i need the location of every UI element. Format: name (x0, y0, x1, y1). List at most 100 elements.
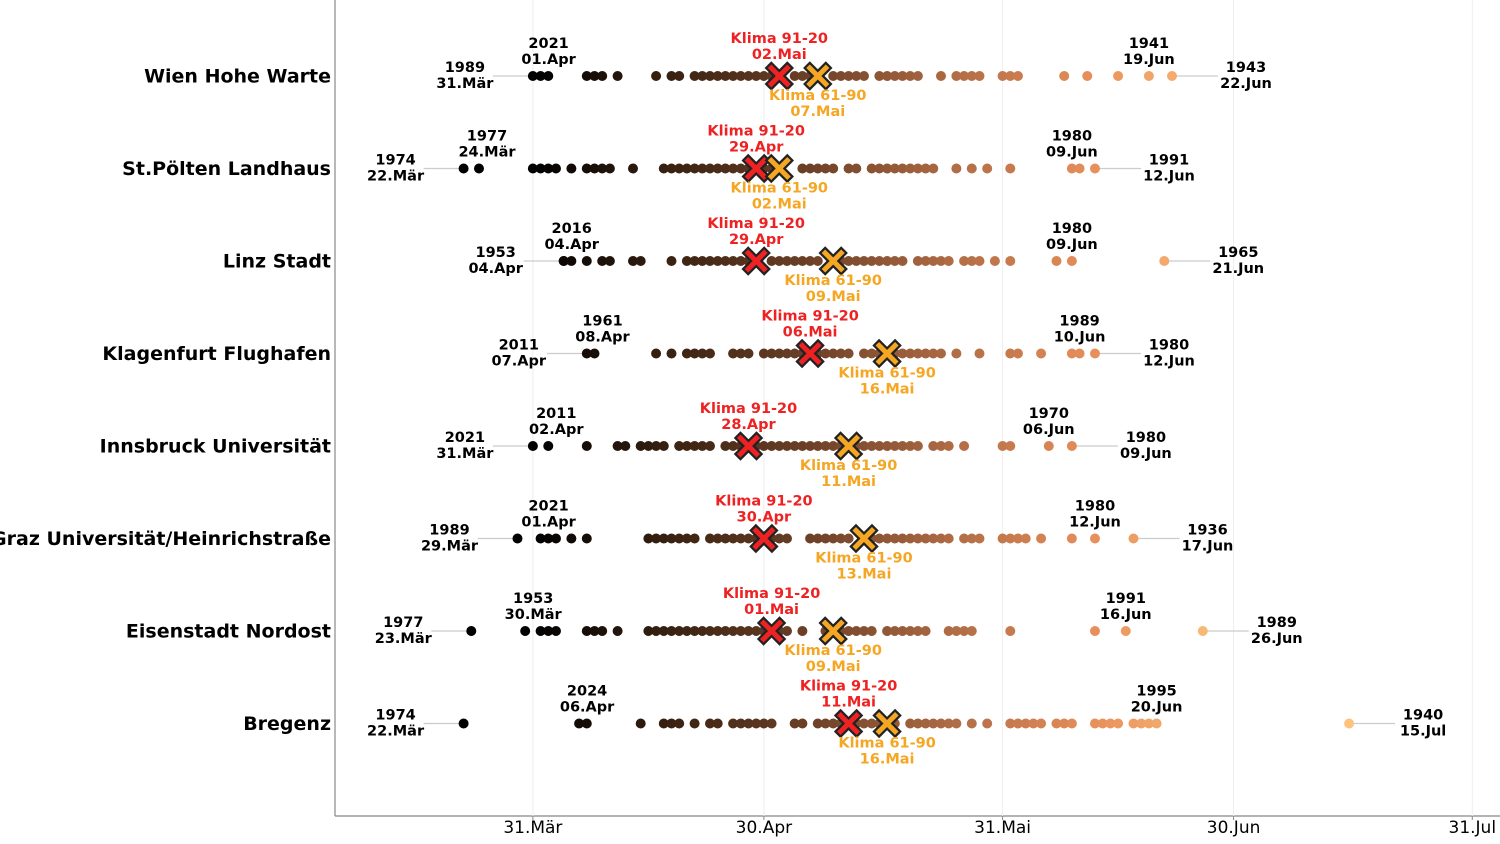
klima-9120-label: Klima 91-20 (707, 124, 805, 140)
year-dot (889, 626, 900, 636)
year-dot (828, 441, 839, 451)
year-dot (866, 718, 877, 729)
klima-6190-date: 11.Mai (821, 474, 876, 490)
year-dot (704, 71, 715, 81)
year-label: 1974 (375, 708, 415, 724)
klima-9120-date: 29.Apr (729, 232, 784, 248)
date-label: 06.Apr (560, 700, 615, 716)
climate-marker-stroke (767, 156, 791, 181)
year-dot (959, 256, 970, 266)
year-label: 2021 (528, 499, 568, 515)
year-label: 1991 (1149, 153, 1189, 169)
year-dot (858, 71, 869, 81)
year-dot (889, 71, 900, 81)
station-label: Graz Universität/Heinrichstraße (0, 528, 331, 550)
year-dot (966, 163, 977, 174)
year-dot (658, 163, 669, 174)
year-dot (1089, 626, 1100, 636)
year-dot (951, 626, 962, 636)
year-dot (766, 441, 777, 451)
date-label: 01.Apr (521, 52, 576, 68)
year-dot (974, 71, 985, 81)
year-label: 1961 (582, 314, 622, 330)
year-dot (843, 626, 854, 636)
year-dot (905, 348, 916, 359)
year-dot (843, 533, 854, 544)
year-dot (774, 256, 785, 266)
klima-9120-label: Klima 91-20 (800, 679, 898, 695)
year-dot (1066, 533, 1077, 544)
year-dot (589, 348, 600, 359)
year-dot (1051, 256, 1062, 266)
year-dot (666, 348, 677, 359)
year-dot (1005, 718, 1016, 729)
year-dot (1012, 71, 1023, 81)
year-dot (781, 348, 792, 359)
year-dot (851, 626, 862, 636)
year-dot (889, 533, 900, 544)
date-label: 08.Apr (575, 330, 630, 346)
year-dot (928, 163, 939, 174)
year-dot (512, 533, 523, 544)
climate-marker (803, 61, 833, 91)
year-dot (1036, 533, 1047, 544)
year-dot (720, 71, 731, 81)
year-dot (805, 256, 816, 266)
year-dot (897, 71, 908, 81)
date-label: 22.Jun (1220, 76, 1272, 92)
year-dot (889, 163, 900, 174)
year-dot (966, 626, 977, 636)
year-dot (728, 441, 739, 451)
year-dot (805, 163, 816, 174)
year-dot (712, 718, 723, 729)
climate-marker (849, 523, 879, 554)
year-dot (912, 441, 923, 451)
year-dot (897, 441, 908, 451)
year-dot (851, 256, 862, 266)
year-dot (581, 71, 592, 81)
year-dot (520, 626, 531, 636)
year-dot (1066, 256, 1077, 266)
year-dot (820, 718, 831, 729)
year-dot (781, 256, 792, 266)
date-label: 12.Jun (1143, 354, 1195, 370)
year-dot (1066, 348, 1077, 359)
year-dot (527, 163, 538, 174)
station-label: Wien Hohe Warte (144, 66, 331, 88)
year-dot (920, 718, 931, 729)
year-dot (651, 626, 662, 636)
year-dot (1066, 718, 1077, 729)
year-dot (897, 533, 908, 544)
year-dot (689, 256, 700, 266)
year-dot (704, 533, 715, 544)
year-dot (535, 163, 546, 174)
year-dot (812, 533, 823, 544)
year-dot (912, 71, 923, 81)
year-dot (1005, 163, 1016, 174)
year-dot (789, 718, 800, 729)
year-dot (974, 256, 985, 266)
year-dot (735, 348, 746, 359)
year-dot (928, 718, 939, 729)
year-dot (974, 348, 985, 359)
year-dot (935, 718, 946, 729)
year-dot (812, 256, 823, 266)
year-dot (712, 163, 723, 174)
klima-9120-label: Klima 91-20 (707, 216, 805, 232)
year-dot (612, 71, 623, 81)
year-dot (758, 348, 769, 359)
year-dot (1082, 71, 1093, 81)
climate-marker (833, 431, 864, 461)
year-dot (874, 256, 885, 266)
year-dot (1128, 718, 1139, 729)
year-dot (928, 441, 939, 451)
year-dot (1113, 718, 1124, 729)
year-dot (1036, 348, 1047, 359)
year-dot (527, 71, 538, 81)
year-label: 1989 (445, 60, 485, 76)
date-label: 19.Jun (1123, 52, 1175, 68)
year-dot (689, 348, 700, 359)
klima-9120-label: Klima 91-20 (723, 586, 821, 602)
year-dot (789, 348, 800, 359)
climate-marker-stroke (798, 341, 822, 366)
